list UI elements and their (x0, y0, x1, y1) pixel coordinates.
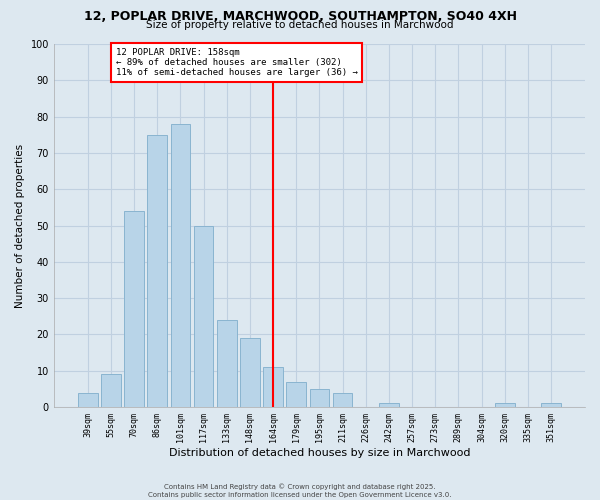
Bar (148, 135, 167, 407)
Text: 12 POPLAR DRIVE: 158sqm
← 89% of detached houses are smaller (302)
11% of semi-d: 12 POPLAR DRIVE: 158sqm ← 89% of detache… (116, 48, 358, 78)
Bar (240, 338, 260, 407)
X-axis label: Distribution of detached houses by size in Marchwood: Distribution of detached houses by size … (169, 448, 470, 458)
Bar (495, 404, 515, 407)
Bar (333, 392, 352, 407)
Bar (170, 124, 190, 407)
Y-axis label: Number of detached properties: Number of detached properties (15, 144, 25, 308)
Bar (379, 404, 399, 407)
Text: 12, POPLAR DRIVE, MARCHWOOD, SOUTHAMPTON, SO40 4XH: 12, POPLAR DRIVE, MARCHWOOD, SOUTHAMPTON… (83, 10, 517, 23)
Text: Contains HM Land Registry data © Crown copyright and database right 2025.
Contai: Contains HM Land Registry data © Crown c… (148, 483, 452, 498)
Bar (194, 226, 214, 407)
Bar (286, 382, 306, 407)
Text: Size of property relative to detached houses in Marchwood: Size of property relative to detached ho… (146, 20, 454, 30)
Bar (124, 211, 144, 407)
Bar (263, 367, 283, 407)
Bar (101, 374, 121, 407)
Bar (541, 404, 561, 407)
Bar (78, 392, 98, 407)
Bar (217, 320, 236, 407)
Bar (310, 389, 329, 407)
